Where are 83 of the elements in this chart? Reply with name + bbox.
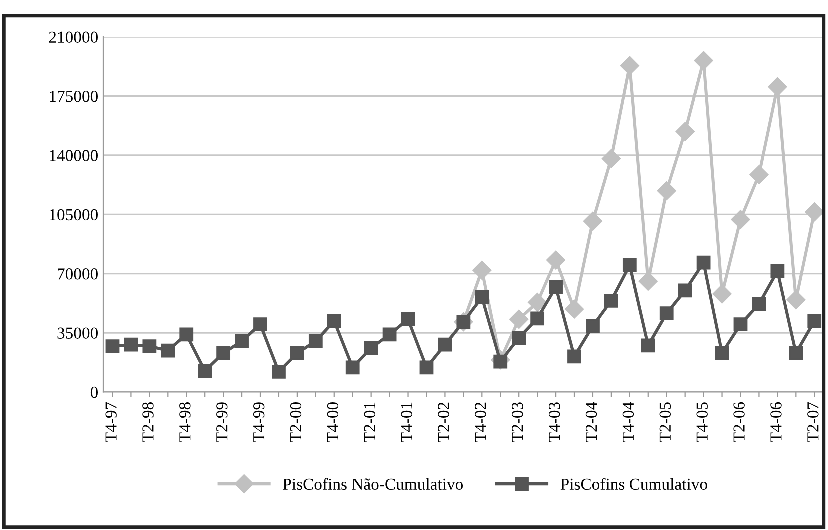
x-tick-label: T2-06: [734, 402, 745, 442]
legend-label: PisCofins Não-Cumulativo: [283, 478, 464, 490]
point: [290, 346, 304, 360]
x-tick-label: T4-02: [475, 402, 486, 442]
point: [272, 364, 286, 379]
x-tick-label: T4-06: [770, 402, 782, 442]
point: [602, 149, 621, 168]
point: [327, 314, 342, 328]
point: [750, 165, 769, 184]
point: [568, 350, 582, 364]
y-tick-label: 210000: [49, 32, 98, 44]
point: [161, 344, 176, 358]
x-tick-label: T2-00: [290, 402, 302, 442]
point: [124, 338, 138, 352]
point: [786, 290, 806, 310]
x-tick-label: T2-02: [438, 402, 450, 442]
point: [734, 318, 748, 332]
point: [805, 202, 824, 222]
x-tick-label: T2-98: [142, 402, 154, 442]
point: [549, 280, 563, 294]
point: [472, 260, 492, 280]
point: [694, 51, 714, 70]
point: [401, 312, 416, 326]
x-tick-label: T2-07: [808, 402, 819, 442]
point: [731, 210, 750, 230]
point: [676, 122, 695, 142]
point: [382, 328, 397, 342]
x-tick-label: T2-99: [216, 402, 228, 442]
point: [583, 212, 603, 231]
x-tick-label: T2-01: [364, 402, 376, 442]
point: [254, 318, 268, 332]
point: [770, 264, 785, 278]
point: [346, 360, 360, 375]
point: [530, 312, 545, 326]
x-tick-label: T4-01: [401, 402, 412, 442]
point: [216, 346, 231, 360]
x-tick-label: T4-03: [548, 402, 560, 442]
legend-label: PisCofins Cumulativo: [560, 478, 708, 490]
x-tick-label: T4-04: [622, 402, 634, 442]
point: [512, 331, 526, 346]
point: [438, 338, 452, 352]
point: [564, 300, 584, 319]
point: [660, 306, 674, 321]
point: [420, 360, 434, 375]
y-tick-label: 0: [90, 386, 98, 398]
point: [586, 319, 600, 334]
point: [622, 258, 637, 272]
y-tick-label: 140000: [50, 150, 98, 162]
x-tick-label: T4-99: [253, 402, 265, 442]
point: [808, 314, 822, 328]
x-tick-label: T4-00: [327, 402, 339, 442]
point: [198, 364, 212, 378]
y-tick-label: 175000: [50, 90, 98, 102]
point: [308, 334, 323, 348]
point: [546, 250, 566, 270]
x-tick-label: T4-05: [696, 402, 708, 442]
y-tick-label: 105000: [50, 209, 98, 221]
point: [768, 77, 788, 97]
point: [235, 334, 249, 348]
point: [620, 56, 640, 76]
x-tick-label: T4-98: [180, 402, 191, 442]
point: [180, 328, 194, 342]
point: [789, 346, 804, 360]
point: [106, 340, 120, 354]
x-tick-label: T2-04: [586, 402, 598, 442]
point: [712, 284, 732, 304]
point: [528, 293, 548, 312]
y-tick-label: 70000: [58, 268, 98, 280]
point: [475, 290, 490, 304]
point: [641, 338, 656, 353]
point: [678, 284, 692, 298]
point: [715, 346, 730, 360]
x-tick-label: T2-05: [660, 402, 672, 442]
point: [696, 256, 711, 270]
y-tick-label: 35000: [58, 328, 98, 339]
x-tick-label: T4-97: [106, 402, 117, 442]
point: [657, 181, 676, 201]
point: [142, 340, 157, 354]
point: [604, 294, 618, 308]
x-tick-label: T2-03: [512, 402, 524, 442]
point: [510, 310, 529, 330]
point: [752, 297, 766, 312]
point: [364, 341, 378, 356]
